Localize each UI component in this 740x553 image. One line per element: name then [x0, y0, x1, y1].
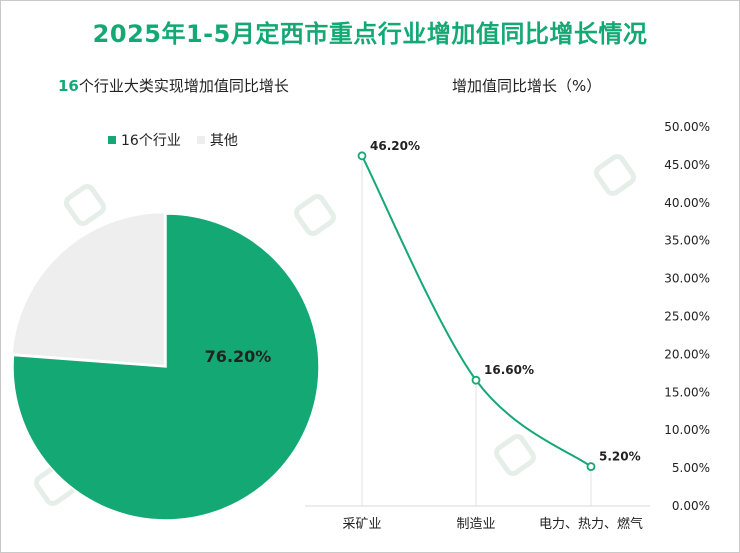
y-tick-label: 35.00% — [664, 234, 710, 248]
watermark-logo-icon — [593, 153, 637, 197]
pie-subtitle-number: 16 — [58, 77, 79, 95]
pie-legend: 16个行业 其他 — [108, 130, 254, 150]
y-tick-label: 0.00% — [672, 499, 710, 513]
x-category-label: 电力、热力、燃气 — [539, 516, 643, 532]
pie-subtitle: 16个行业大类实现增加值同比增长 — [58, 75, 289, 96]
y-tick-label: 5.00% — [672, 461, 710, 475]
legend-swatch-accent — [108, 136, 116, 144]
y-tick-label: 10.00% — [664, 423, 710, 437]
y-tick-label: 15.00% — [664, 385, 710, 399]
pie-chart: 76.20% — [11, 211, 320, 521]
page-title: 2025年1-5月定西市重点行业增加值同比增长情况 — [92, 20, 648, 48]
data-point — [357, 151, 367, 161]
legend-item-other: 其他 — [196, 130, 238, 150]
pie-slice-16-industries — [12, 213, 320, 521]
pie-subtitle-text: 个行业大类实现增加值同比增长 — [78, 77, 289, 95]
y-tick-label: 20.00% — [664, 347, 710, 361]
data-label: 16.60% — [484, 363, 534, 377]
y-tick-label: 50.00% — [664, 120, 710, 134]
data-label: 46.20% — [370, 139, 420, 153]
y-tick-label: 25.00% — [664, 310, 710, 324]
pie-data-label: 76.20% — [205, 347, 272, 366]
y-tick-label: 30.00% — [664, 272, 710, 286]
series-line — [361, 155, 592, 468]
watermark-logo-icon — [293, 193, 337, 237]
legend-item-16-industries: 16个行业 — [108, 130, 181, 150]
watermark-logo-icon — [63, 183, 107, 227]
line-chart: 50.00% 45.00% 40.00% 35.00% 30.00% 25.00% 20.0… — [305, 120, 710, 532]
pie-slice-other — [11, 211, 166, 367]
line-subtitle: 增加值同比增长（%） — [452, 77, 602, 95]
y-tick-label: 45.00% — [664, 158, 710, 172]
legend-swatch-other — [196, 136, 205, 144]
data-label: 5.20% — [599, 450, 641, 464]
data-point — [586, 462, 596, 471]
legend-label: 16个行业 — [121, 133, 181, 149]
x-category-label: 采矿业 — [342, 517, 381, 532]
data-point — [471, 375, 481, 385]
watermark-logo-icon — [493, 433, 537, 477]
legend-label: 其他 — [209, 133, 238, 149]
y-tick-label: 40.00% — [664, 196, 710, 210]
x-category-label: 制造业 — [456, 517, 495, 532]
